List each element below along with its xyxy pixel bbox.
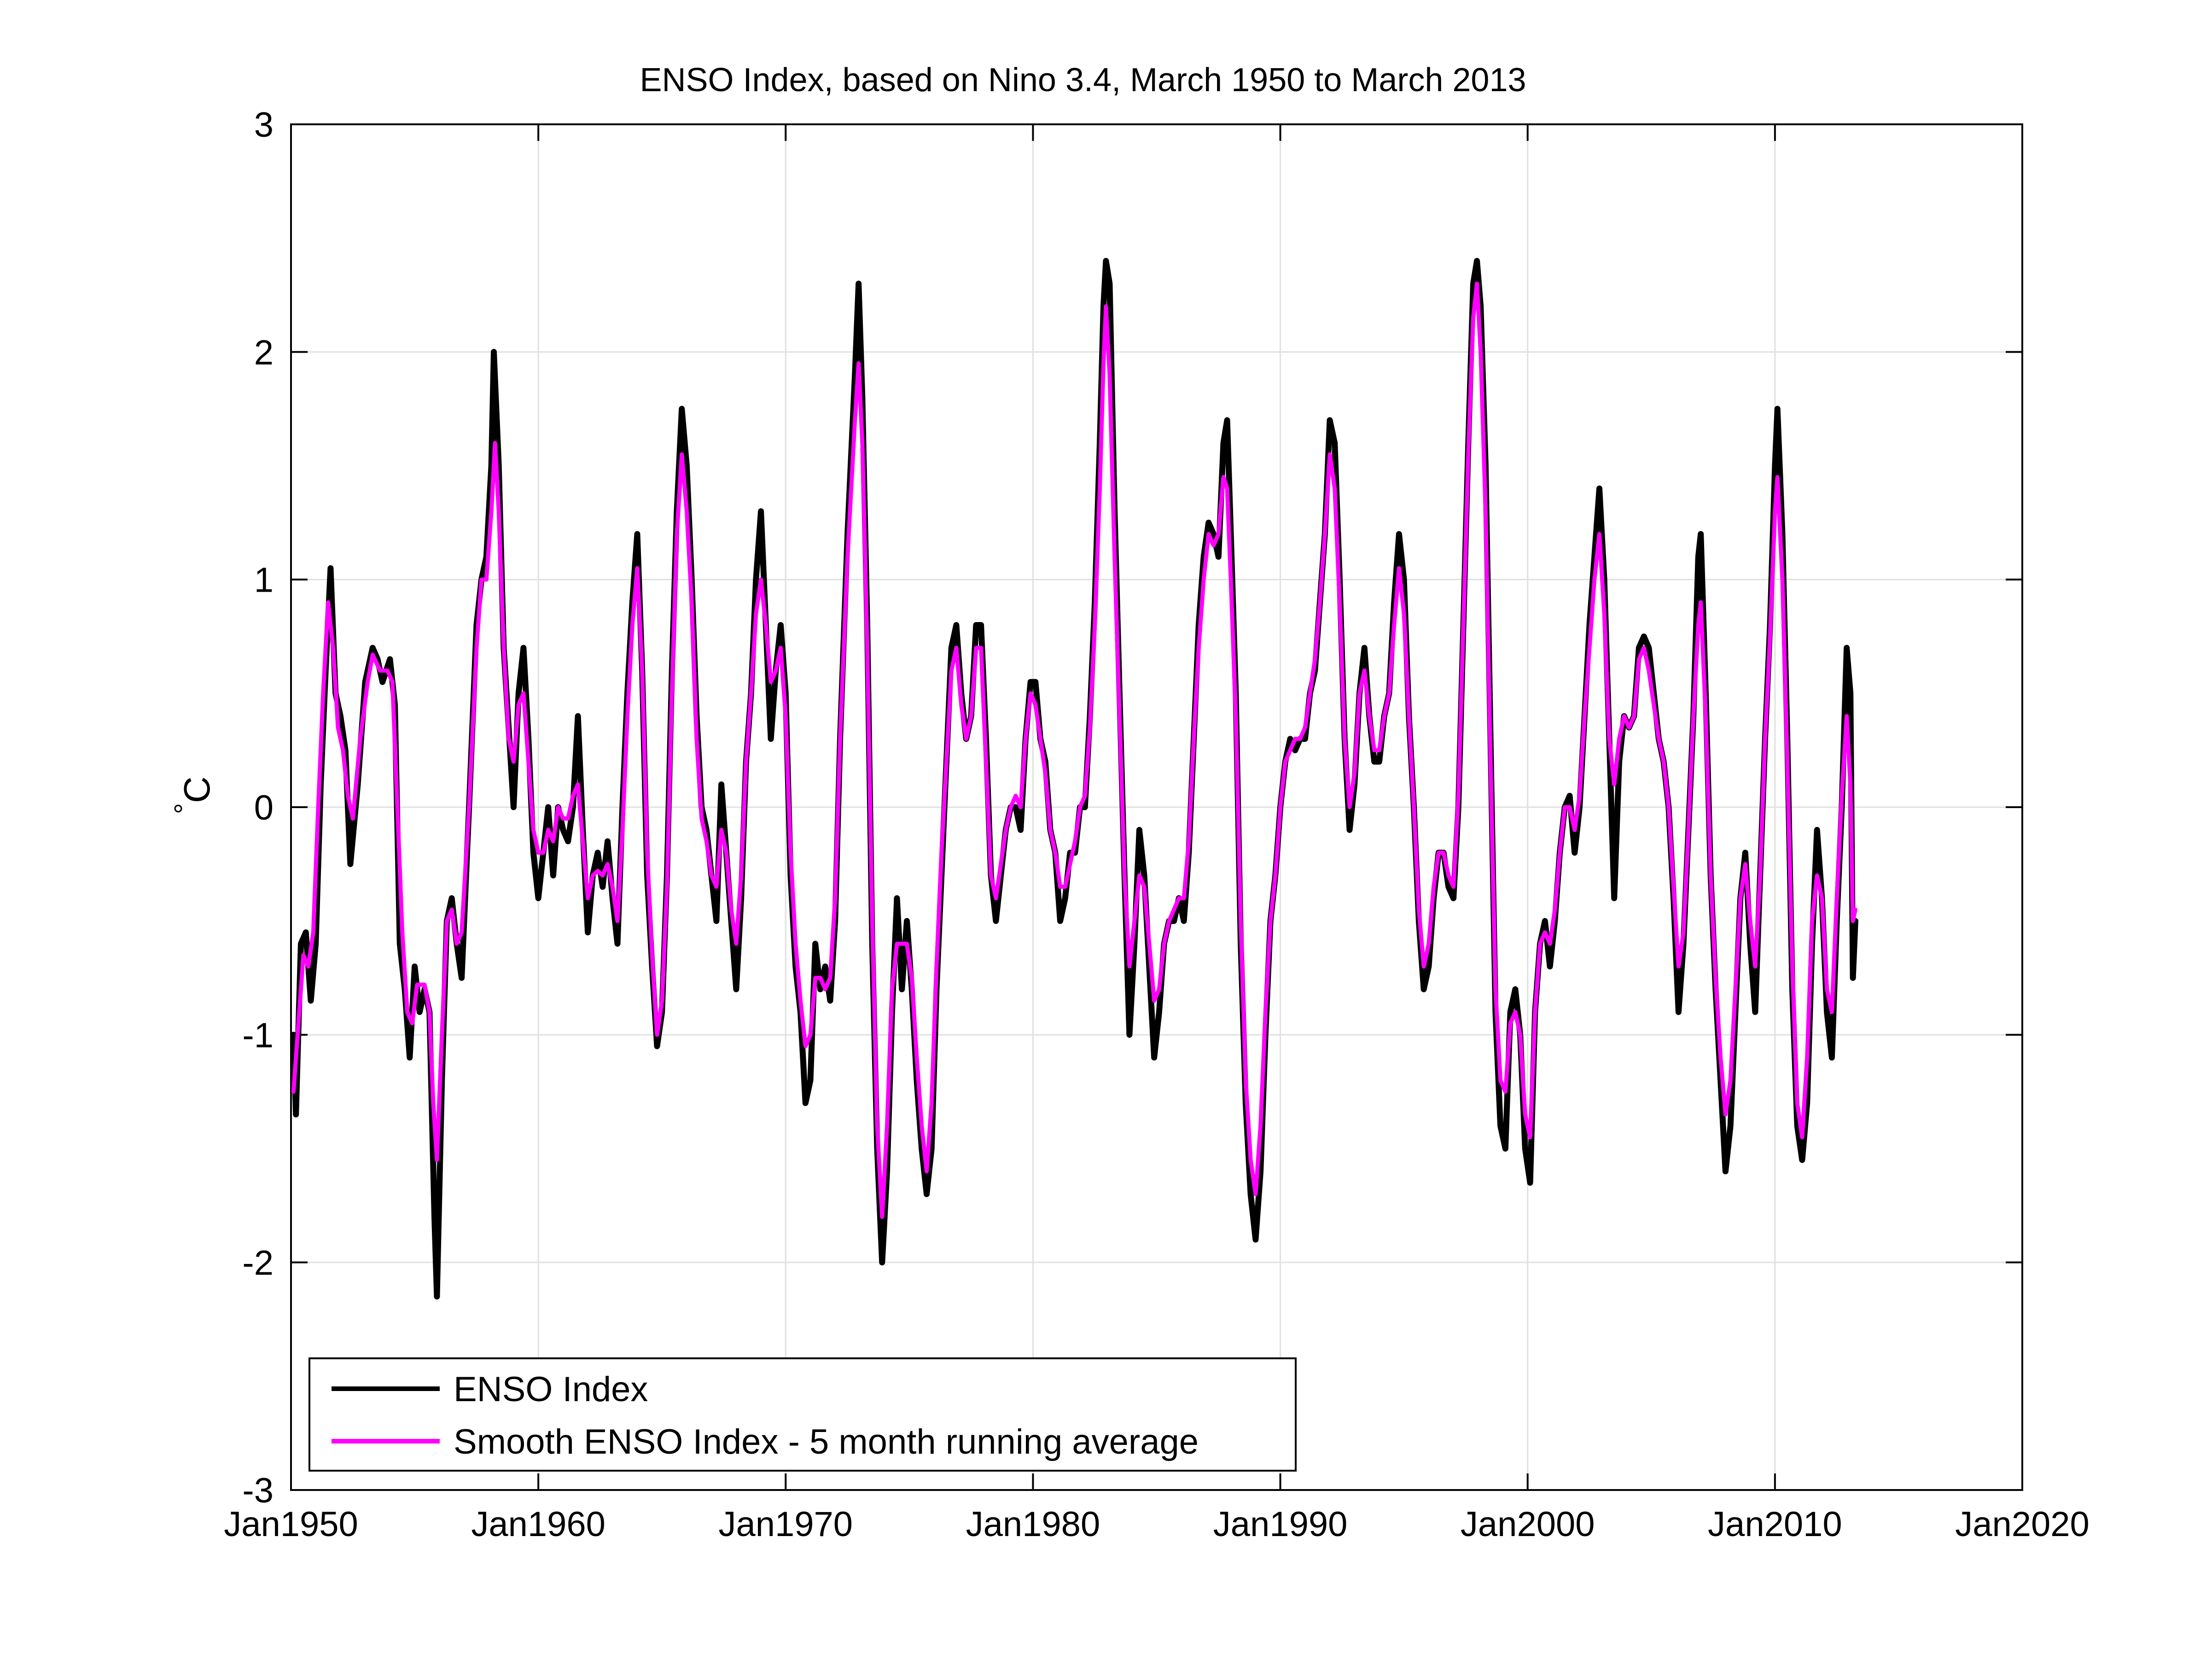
- y-tick-label: -1: [242, 1016, 274, 1055]
- chart-title: ENSO Index, based on Nino 3.4, March 195…: [640, 62, 1526, 99]
- x-tick-label: Jan1990: [1213, 1505, 1348, 1544]
- x-tick-label: Jan2010: [1708, 1505, 1842, 1544]
- y-tick-labels: -3 -2 -1 0 1 2 3: [242, 105, 274, 1510]
- y-axis-label: C °: [169, 776, 217, 814]
- legend-label-enso-index: ENSO Index: [454, 1370, 648, 1409]
- y-tick-label: 2: [254, 333, 274, 372]
- y-tick-label: 1: [254, 561, 274, 600]
- x-tick-label: Jan1960: [471, 1505, 605, 1544]
- legend-label-smooth-enso-index: Smooth ENSO Index - 5 month running aver…: [454, 1422, 1199, 1461]
- x-tick-label: Jan1970: [718, 1505, 853, 1544]
- x-tick-label: Jan2020: [1955, 1505, 2090, 1544]
- y-axis-label-unit: C: [176, 776, 217, 803]
- x-tick-label: Jan1980: [966, 1505, 1100, 1544]
- y-tick-label: -3: [242, 1471, 274, 1510]
- x-tick-labels: Jan1950 Jan1960 Jan1970 Jan1980 Jan1990 Jan20…: [224, 1505, 2090, 1544]
- y-tick-label: -2: [242, 1244, 274, 1283]
- legend-box: [309, 1357, 1297, 1472]
- y-tick-label: 3: [254, 105, 274, 145]
- y-tick-label: 0: [254, 788, 274, 827]
- y-axis-label-degree: °: [169, 803, 200, 814]
- series-smooth-enso-index-line: [291, 281, 1857, 1219]
- legend: ENSO Index Smooth ENSO Index - 5 month r…: [309, 1357, 1297, 1472]
- x-tick-label: Jan1950: [224, 1505, 358, 1544]
- x-tick-label: Jan2000: [1461, 1505, 1595, 1544]
- axis-ticks: [290, 123, 2023, 1491]
